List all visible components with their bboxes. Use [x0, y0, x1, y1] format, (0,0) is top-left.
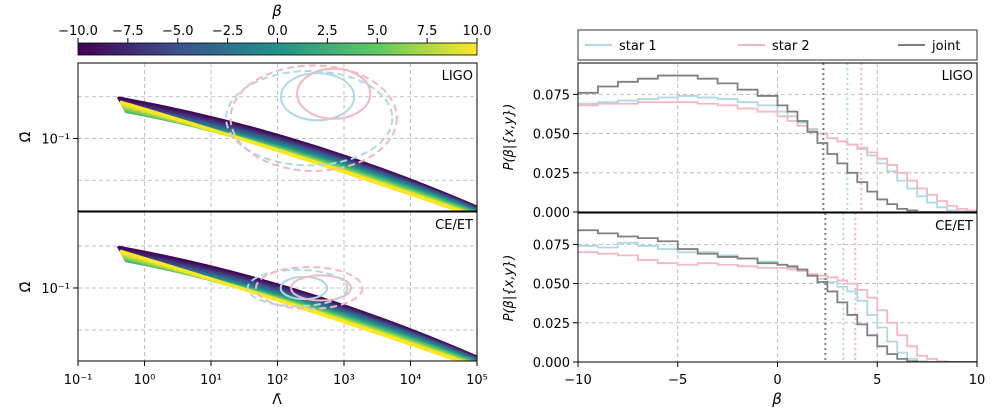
- right-y-tick-label: 0.025: [533, 317, 570, 332]
- left-x-tick-label: 10⁰: [134, 373, 156, 388]
- left-x-tick-label: 10⁴: [400, 373, 422, 388]
- panel-label-ceet-left: CE/ET: [435, 218, 473, 233]
- right-x-tick-label: 0: [773, 373, 781, 388]
- colorbar-tick-label: 0.0: [267, 24, 288, 39]
- colorbar-label: β: [271, 2, 282, 20]
- hist-star2: [578, 101, 977, 212]
- colorbar-gradient: [77, 42, 478, 56]
- left-x-tick-label: 10²: [267, 373, 289, 388]
- right-y-tick-label: 0.000: [533, 356, 570, 371]
- band-curve: [119, 100, 465, 211]
- right-xlabel: β: [771, 390, 782, 408]
- left-bottom-panel: CE/ET: [77, 211, 478, 362]
- right-ylabel-bottom: P(β|{x,y}): [502, 255, 517, 322]
- legend-label-joint: joint: [931, 39, 961, 54]
- contour-star1-outer: [246, 268, 349, 308]
- contour-star2-inner: [290, 274, 352, 302]
- colorbar-tick-label: 2.5: [317, 24, 338, 39]
- right-ylabel-top: P(β|{x,y}): [502, 104, 517, 171]
- panel-label-ligo-left: LIGO: [442, 69, 473, 84]
- right-top-panel: LIGO: [577, 62, 978, 213]
- colorbar-tick-label: −10.0: [58, 24, 98, 39]
- contour-star2-inner: [296, 67, 372, 120]
- panel-label-ceet-right: CE/ET: [935, 219, 973, 234]
- legend-label-star2: star 2: [772, 39, 810, 54]
- legend-label-star1: star 1: [619, 39, 657, 54]
- contour-star2-outer: [229, 64, 398, 172]
- contour-star1-outer: [225, 70, 394, 167]
- band-curve: [119, 249, 465, 361]
- colorbar-tick-label: −7.5: [112, 24, 144, 39]
- colorbar-tick-label: 10.0: [463, 24, 492, 39]
- right-x-tick-label: −10: [564, 373, 591, 388]
- right-y-tick-label: 0.050: [533, 128, 570, 143]
- colorbar: β −10.0 −7.5 −5.0 −2.5 0.0 2.5 5.0 7.5 10.0: [58, 2, 492, 56]
- left-y-tick-label: 10⁻¹: [41, 282, 70, 297]
- hist-joint: [578, 74, 977, 212]
- right-y-tick-label: 0.000: [533, 206, 570, 221]
- left-top-panel: LIGO: [77, 62, 478, 212]
- left-x-tick-label: 10⁵: [466, 373, 488, 388]
- panel-label-ligo-right: LIGO: [942, 69, 973, 84]
- left-ylabel-bottom: Ω̄: [18, 281, 34, 292]
- right-x-tick-label: 5: [873, 373, 881, 388]
- colorbar-tick-label: 5.0: [367, 24, 388, 39]
- right-x-tick-label: −5: [668, 373, 687, 388]
- left-xlabel: Λ̄: [272, 392, 282, 408]
- legend: star 1 star 2 joint: [577, 29, 978, 61]
- left-x-tick-label: 10⁻¹: [64, 373, 93, 388]
- contour-star2-outer: [255, 266, 364, 310]
- left-x-tick-label: 10¹: [200, 373, 222, 388]
- hist-joint: [578, 229, 977, 362]
- colorbar-tick-label: −2.5: [212, 24, 244, 39]
- colorbar-tick-label: −5.0: [162, 24, 194, 39]
- right-y-tick-label: 0.025: [533, 167, 570, 182]
- colorbar-tick-label: 7.5: [417, 24, 438, 39]
- right-y-tick-label: 0.075: [533, 88, 570, 103]
- left-ylabel-top: Ω̄: [18, 131, 34, 142]
- left-x-tick-label: 10³: [333, 373, 355, 388]
- contour-star1-inner: [279, 72, 356, 122]
- hist-star2: [578, 251, 977, 362]
- right-x-tick-label: 10: [969, 373, 986, 388]
- right-y-tick-label: 0.050: [533, 278, 570, 293]
- left-y-tick-label: 10⁻¹: [41, 132, 70, 147]
- right-bottom-panel: CE/ET: [577, 212, 978, 363]
- right-y-tick-label: 0.075: [533, 238, 570, 253]
